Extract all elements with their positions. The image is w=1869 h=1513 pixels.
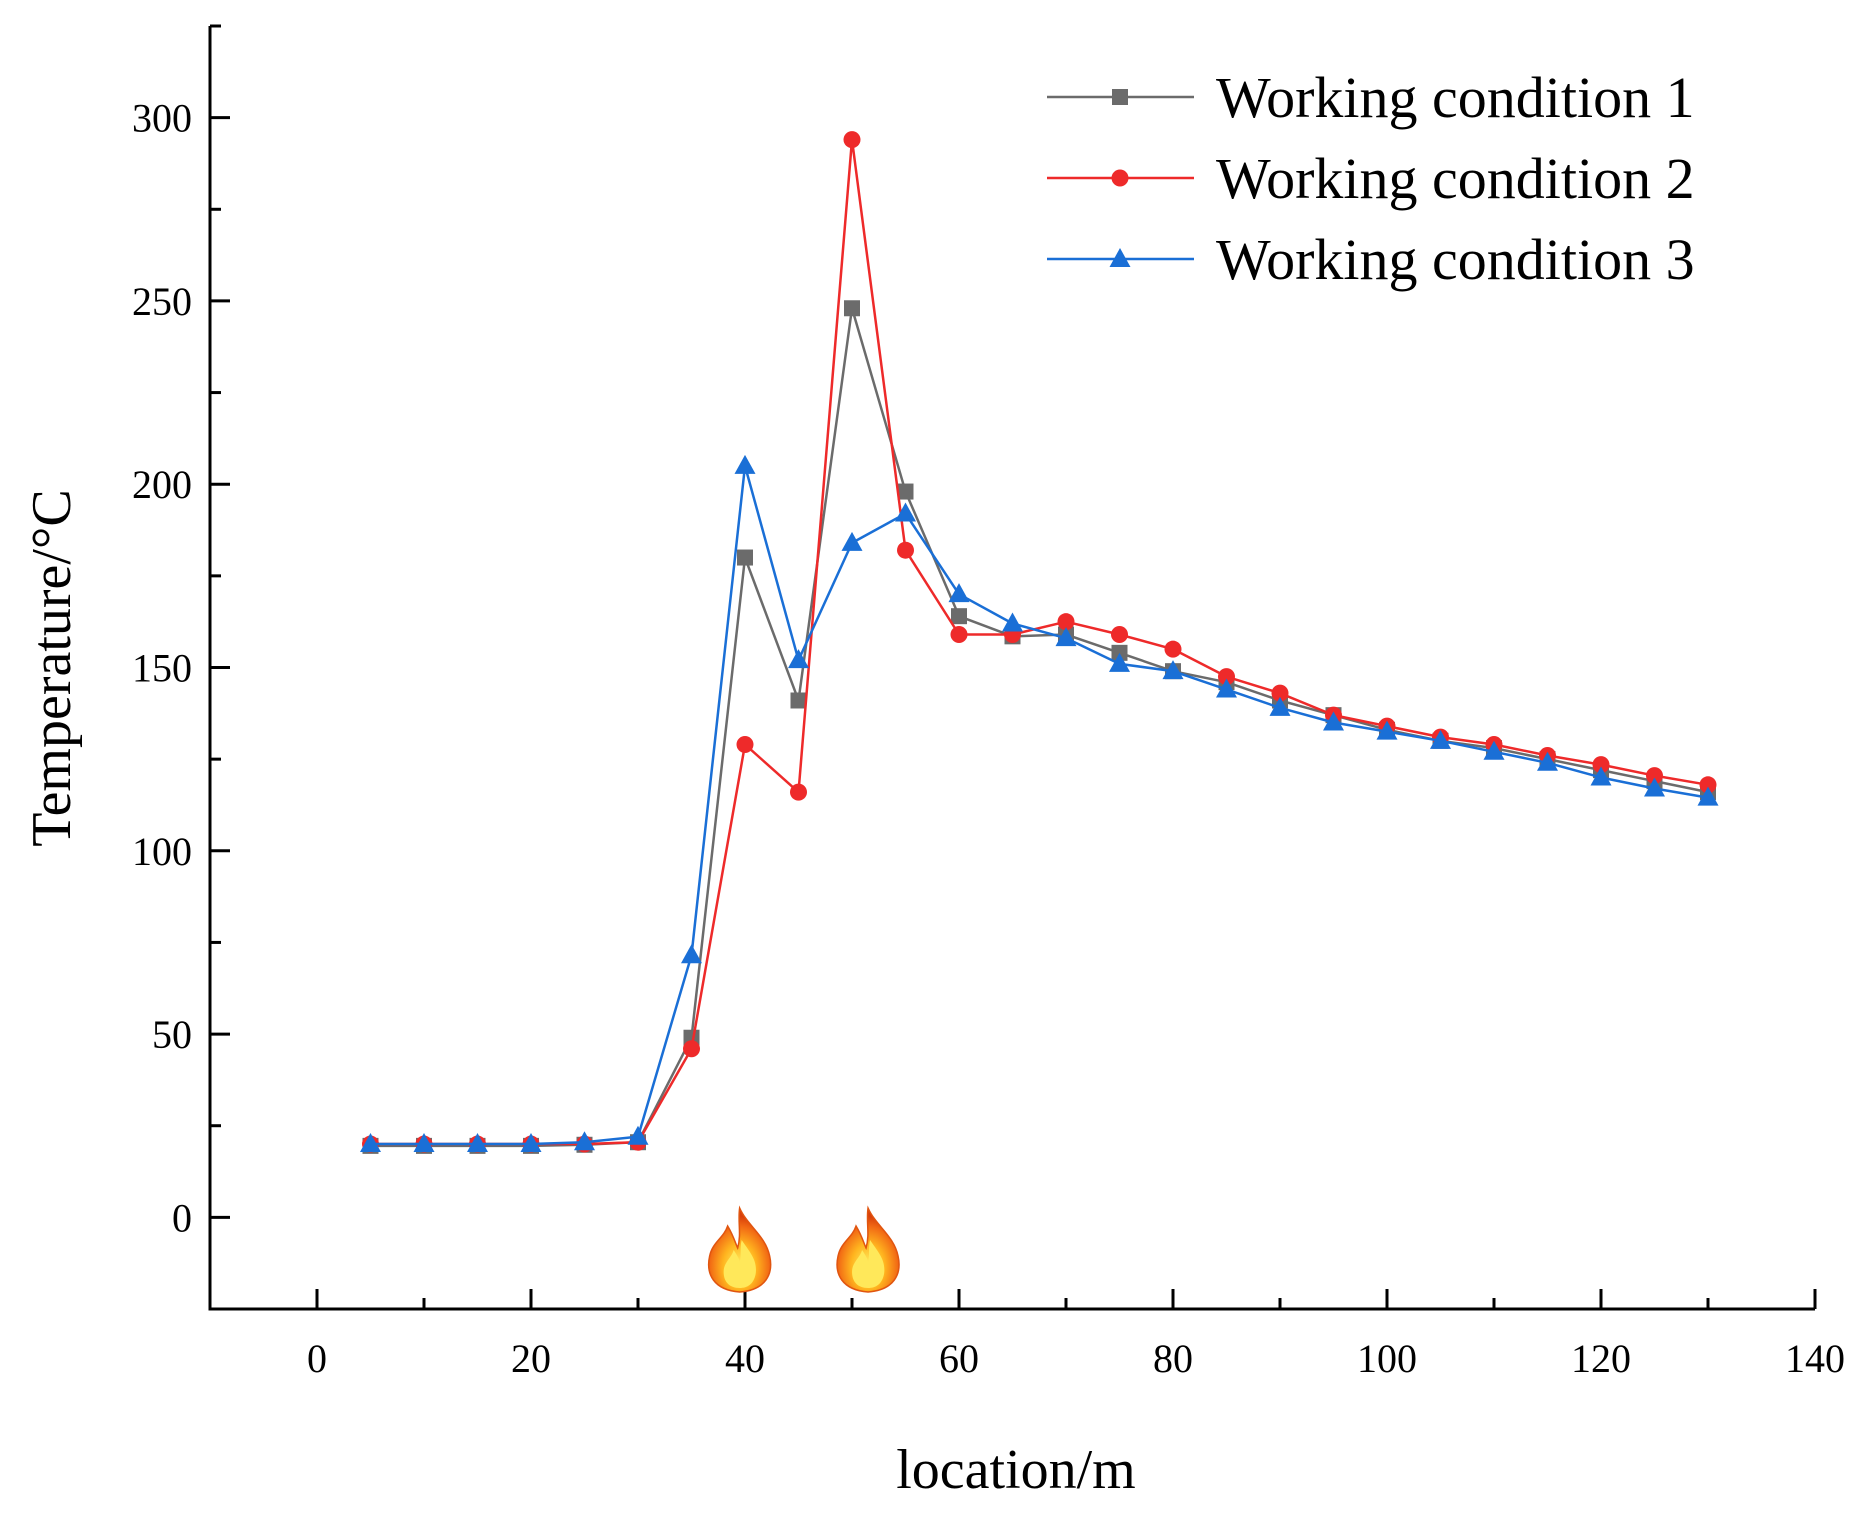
data-point — [895, 502, 916, 522]
y-tick-label: 50 — [152, 1012, 192, 1057]
data-point — [897, 541, 914, 559]
data-point — [1109, 248, 1131, 267]
legend-entry-1: Working condition 1 — [1047, 65, 1695, 130]
x-tick-label: 60 — [939, 1336, 979, 1381]
legend-label: Working condition 2 — [1216, 146, 1695, 211]
data-point — [574, 1131, 595, 1151]
x-tick-label: 120 — [1571, 1336, 1631, 1381]
data-point — [951, 608, 967, 625]
data-point — [1111, 169, 1129, 187]
x-tick-label: 80 — [1153, 1336, 1193, 1381]
data-point — [737, 549, 753, 566]
series-line — [370, 307, 1709, 1148]
data-point — [1646, 767, 1663, 785]
x-tick-label: 20 — [511, 1336, 551, 1381]
data-point — [1271, 684, 1289, 702]
data-point — [360, 1133, 381, 1153]
y-tick-label: 300 — [132, 96, 192, 141]
data-point — [1057, 613, 1075, 631]
data-point — [1483, 740, 1505, 760]
y-tick-label: 250 — [132, 279, 192, 324]
data-point — [520, 1133, 542, 1153]
ticks: 0 20 40 60 80 100 120 140 0 50 100 150 200 250 300 — [132, 24, 1845, 1381]
y-tick-label: 0 — [172, 1195, 192, 1240]
data-point — [897, 483, 914, 500]
y-tick-label: 200 — [132, 462, 192, 507]
data-point — [1537, 751, 1558, 771]
data-point — [1218, 668, 1235, 686]
series-3 — [360, 454, 1719, 1153]
x-axis-title: location/m — [896, 1439, 1136, 1501]
data-point — [1376, 720, 1398, 740]
legend-label: Working condition 3 — [1216, 227, 1695, 292]
data-point — [1216, 678, 1237, 698]
data-point — [734, 454, 756, 474]
data-point — [1112, 89, 1128, 105]
data-point — [948, 583, 970, 603]
data-point — [627, 1125, 649, 1145]
data-point — [1430, 729, 1451, 749]
flame-icon — [707, 1205, 772, 1293]
legend: Working condition 1 Working condition 2 Wo… — [1047, 65, 1695, 292]
y-tick-label: 100 — [132, 829, 192, 874]
x-tick-label: 40 — [725, 1336, 765, 1381]
data-point — [1109, 652, 1130, 672]
data-point — [841, 531, 863, 551]
data-point — [844, 300, 860, 317]
data-point — [1644, 777, 1665, 797]
legend-label: Working condition 1 — [1216, 65, 1695, 130]
data-point — [1699, 776, 1717, 794]
series-2 — [362, 131, 1717, 1153]
flame-inner — [723, 1240, 756, 1288]
data-point — [1162, 660, 1184, 680]
series — [360, 131, 1719, 1154]
data-point — [790, 783, 807, 801]
data-point — [1269, 696, 1291, 716]
data-point — [1590, 766, 1612, 786]
x-tick-label: 0 — [307, 1336, 327, 1381]
data-point — [1323, 711, 1344, 731]
y-tick-label: 150 — [132, 646, 192, 691]
data-point — [1164, 640, 1182, 658]
y-axis-title: Temperature/°C — [21, 489, 83, 846]
axes — [208, 26, 1815, 1311]
data-point — [1592, 756, 1610, 774]
data-point — [1697, 786, 1719, 806]
data-point — [790, 692, 807, 709]
flame-icon — [836, 1205, 900, 1293]
annotations — [707, 1205, 900, 1293]
legend-entry-3: Working condition 3 — [1047, 227, 1695, 292]
data-point — [467, 1133, 488, 1153]
legend-entry-2: Working condition 2 — [1047, 146, 1695, 211]
data-point — [736, 735, 754, 753]
data-point — [1055, 627, 1077, 647]
series-line — [370, 138, 1709, 1146]
data-point — [1002, 612, 1023, 632]
x-tick-label: 140 — [1785, 1336, 1845, 1381]
data-point — [413, 1133, 435, 1153]
series-1 — [362, 300, 1716, 1154]
data-point — [683, 1040, 700, 1058]
data-point — [1111, 626, 1128, 644]
data-point — [788, 649, 809, 669]
data-point — [950, 626, 968, 644]
series-line — [370, 464, 1709, 1146]
x-tick-label: 100 — [1357, 1336, 1417, 1381]
data-point — [843, 131, 861, 149]
flame-inner — [852, 1240, 885, 1288]
data-point — [681, 944, 702, 964]
